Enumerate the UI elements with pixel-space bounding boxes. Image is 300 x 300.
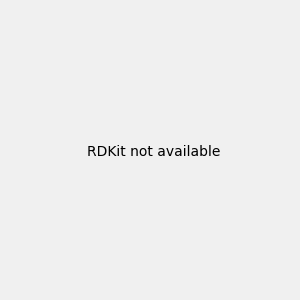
Text: RDKit not available: RDKit not available — [87, 145, 220, 158]
